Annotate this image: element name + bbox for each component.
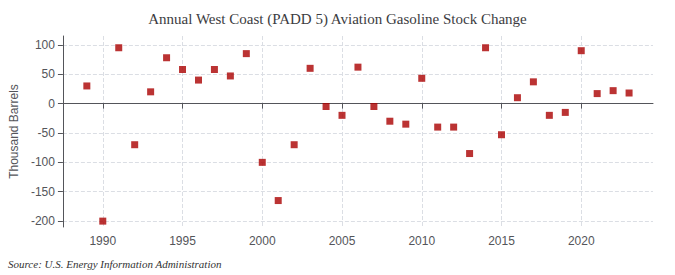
svg-text:100: 100 [35,38,55,52]
svg-text:2005: 2005 [329,234,356,248]
svg-text:-200: -200 [31,214,55,228]
svg-text:0: 0 [48,97,55,111]
svg-text:Annual West Coast (PADD 5) Avi: Annual West Coast (PADD 5) Aviation Gaso… [148,11,527,28]
svg-text:Source: U.S. Energy Informatio: Source: U.S. Energy Information Administ… [8,258,222,270]
svg-text:-50: -50 [38,126,56,140]
svg-text:Thousand Barrels: Thousand Barrels [7,84,21,179]
svg-text:-150: -150 [31,185,55,199]
svg-text:-100: -100 [31,155,55,169]
svg-text:50: 50 [42,67,56,81]
svg-text:2010: 2010 [408,234,435,248]
svg-text:1990: 1990 [89,234,116,248]
svg-text:1995: 1995 [169,234,196,248]
svg-text:2020: 2020 [568,234,595,248]
svg-text:2015: 2015 [488,234,515,248]
svg-text:2000: 2000 [249,234,276,248]
